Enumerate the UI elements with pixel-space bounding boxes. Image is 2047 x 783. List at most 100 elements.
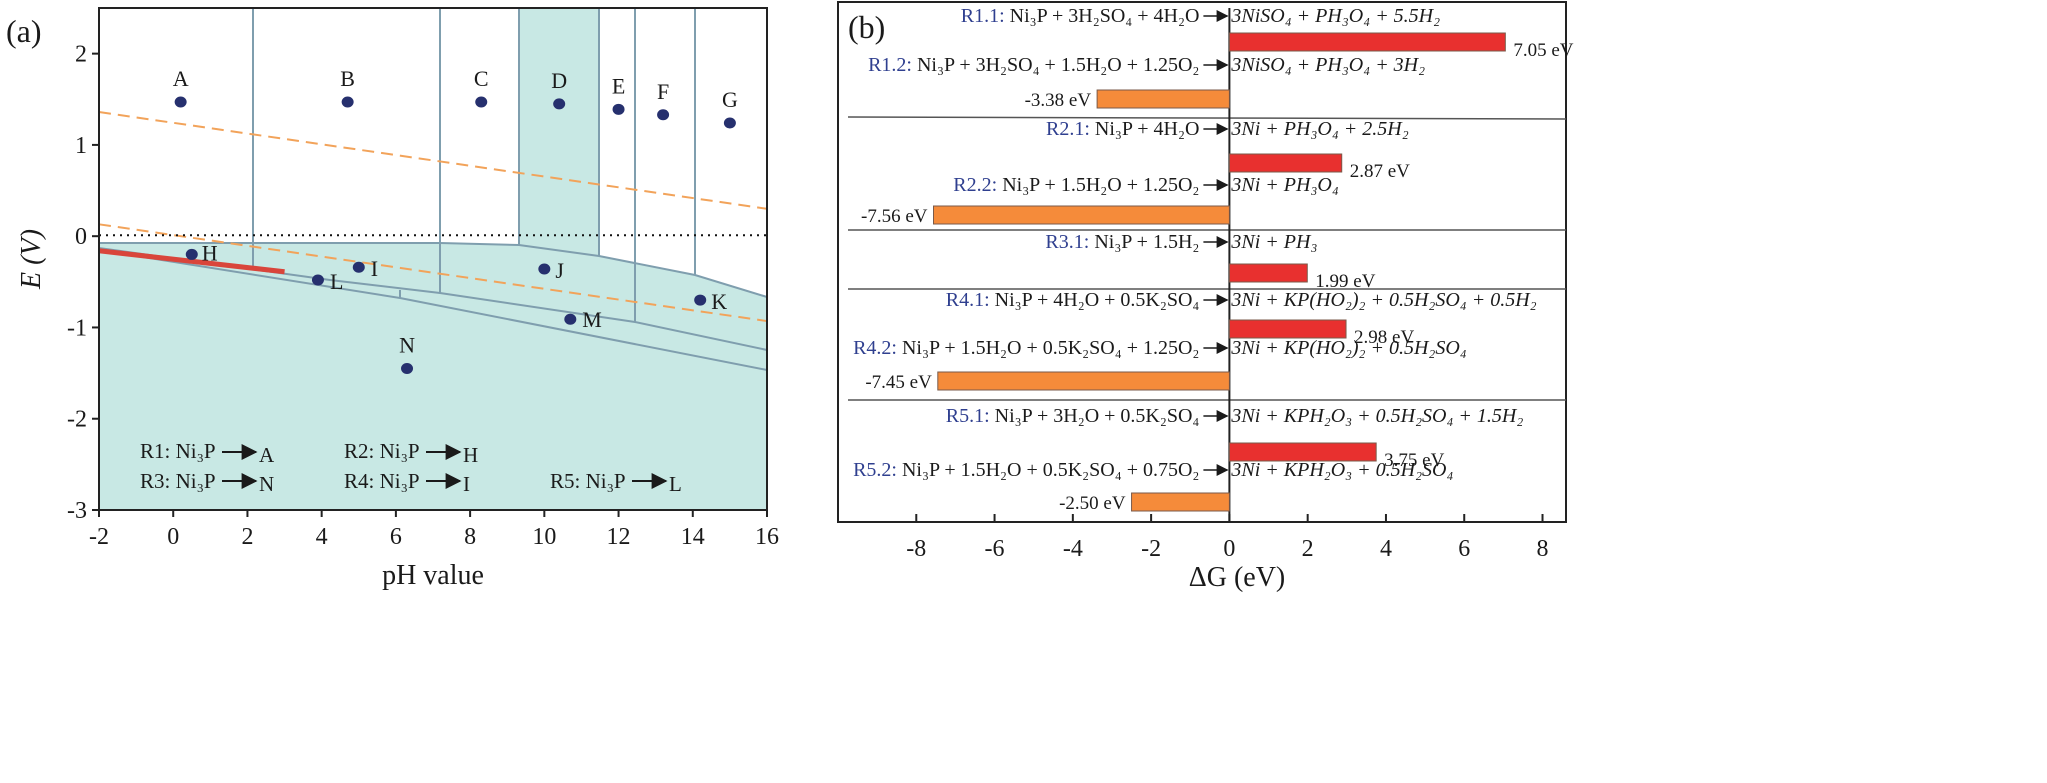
reaction-rhs-r3-1: 3Ni + PH₃ — [1230, 231, 1317, 253]
reaction-id-r5-1: R5.1: — [946, 405, 995, 427]
point-c — [475, 96, 488, 108]
panel-b-label: (b) — [848, 9, 885, 45]
x-tick-label-a: 6 — [390, 524, 402, 550]
reaction-lhs-r3-1: R3.1: Ni₃P + 1.5H₂ — [1045, 231, 1199, 253]
legend-r1-to: A — [259, 443, 275, 467]
bar-label-r1-2: -3.38 eV — [1025, 90, 1092, 111]
region-d-band — [519, 8, 599, 256]
point-e — [612, 103, 625, 115]
reaction-id-r4-1: R4.1: — [946, 289, 995, 311]
reaction-rhs-r4-2: 3Ni + KP(HO₂)₂ + 0.5H₂SO₄ — [1230, 337, 1466, 359]
point-label-f: F — [657, 79, 669, 104]
bar-r2-2 — [933, 205, 1230, 225]
point-label-a: A — [173, 66, 189, 91]
point-m — [564, 313, 577, 325]
reaction-lhs-r4-1: R4.1: Ni₃P + 4H₂O + 0.5K₂SO₄ — [946, 289, 1200, 311]
x-tick-label-a: 8 — [464, 524, 476, 550]
x-tick-label-a: -2 — [89, 524, 109, 550]
plot-a-frame — [98, 7, 768, 511]
x-axis-title-b: ΔG (eV) — [1189, 562, 1286, 593]
panel-a-label: (a) — [6, 13, 42, 49]
point-label-h: H — [202, 240, 218, 265]
bar-label-r2-1: 2.87 eV — [1350, 161, 1410, 182]
phase-boundaries — [98, 8, 768, 371]
point-h — [185, 248, 198, 260]
bar-r2-1 — [1228, 153, 1343, 173]
x-tick-label-b: -6 — [985, 536, 1005, 562]
point-label-l: L — [330, 269, 343, 294]
point-label-c: C — [474, 66, 489, 91]
reaction-rhs-r4-1: 3Ni + KP(HO₂)₂ + 0.5H₂SO₄ + 0.5H₂ — [1230, 289, 1536, 311]
y-tick-label-a: -3 — [67, 498, 87, 524]
point-label-m: M — [582, 307, 602, 332]
point-label-b: B — [340, 66, 355, 91]
group-separators — [847, 116, 1567, 401]
bar-r4-1 — [1228, 319, 1347, 339]
point-d — [553, 98, 566, 110]
bar-label-r1-1: 7.05 eV — [1513, 40, 1573, 61]
x-tick-label-a: 2 — [241, 524, 253, 550]
reaction-lhs-r4-2: R4.2: Ni₃P + 1.5H₂O + 0.5K₂SO₄ + 1.25O₂ — [853, 337, 1199, 359]
point-j — [538, 263, 551, 275]
point-label-n: N — [399, 333, 415, 358]
y-tick-label-a: -2 — [67, 407, 87, 433]
legend-r5: R5: Ni₃P — [550, 469, 626, 493]
x-tick-label-a: 14 — [681, 524, 705, 550]
bar-label-r2-2: -7.56 eV — [861, 206, 928, 227]
point-label-i: I — [371, 256, 378, 281]
reaction-lhs-r2-2: R2.2: Ni₃P + 1.5H₂O + 1.25O₂ — [953, 174, 1199, 196]
legend-r5-to: L — [669, 472, 682, 496]
legend-r3-to: N — [259, 472, 274, 496]
reaction-id-r3-1: R3.1: — [1045, 231, 1094, 253]
point-label-j: J — [555, 258, 564, 283]
line-dashed-2 — [98, 223, 768, 323]
bar-label-r4-2: -7.45 eV — [865, 372, 932, 393]
reaction-rhs-r5-1: 3Ni + KPH₂O₃ + 0.5H₂SO₄ + 1.5H₂ — [1230, 405, 1523, 427]
reaction-lhs-r1-1: R1.1: Ni₃P + 3H₂SO₄ + 4H₂O — [961, 5, 1200, 27]
bar-r1-2 — [1096, 89, 1230, 109]
point-label-e: E — [612, 73, 625, 98]
reaction-id-r2-1: R2.1: — [1046, 118, 1095, 140]
y-axis-title-a: E (V) — [16, 229, 47, 290]
y-tick-label-a: 1 — [75, 133, 87, 159]
x-tick-label-a: 0 — [167, 524, 179, 550]
legend-r4: R4: Ni₃P — [344, 469, 420, 493]
reaction-rhs-r1-1: 3NiSO₄ + PH₃O₄ + 5.5H₂ — [1230, 5, 1440, 27]
y-tick-label-a: -1 — [67, 315, 87, 341]
reaction-lhs-r5-2: R5.2: Ni₃P + 1.5H₂O + 0.5K₂SO₄ + 0.75O₂ — [853, 459, 1199, 481]
x-tick-label-a: 16 — [755, 524, 779, 550]
point-a — [174, 96, 187, 108]
reaction-id-r1-2: R1.2: — [868, 54, 917, 76]
x-tick-label-b: 8 — [1537, 536, 1549, 562]
reaction-lhs-r2-1: R2.1: Ni₃P + 4H₂O — [1046, 118, 1199, 140]
legend-r2-to: H — [463, 443, 478, 467]
y-tick-label-a: 2 — [75, 42, 87, 68]
x-tick-label-a: 12 — [607, 524, 631, 550]
region-lower — [99, 243, 767, 510]
reaction-id-r2-2: R2.2: — [953, 174, 1002, 196]
x-tick-label-a: 10 — [532, 524, 556, 550]
x-tick-label-b: -4 — [1063, 536, 1083, 562]
point-label-g: G — [722, 87, 738, 112]
bar-label-r4-1: 2.98 eV — [1354, 327, 1414, 348]
point-f — [657, 109, 670, 121]
bar-r1-1 — [1228, 32, 1506, 52]
bar-r4-2 — [937, 371, 1230, 391]
plot-b-layer: R1.1: Ni₃P + 3H₂SO₄ + 4H₂O 3NiSO₄ + PH₃O₄… — [853, 5, 1574, 562]
point-l — [311, 274, 324, 286]
bar-r3-1 — [1228, 263, 1308, 283]
x-tick-label-a: 4 — [316, 524, 328, 550]
bar-r5-2 — [1131, 492, 1230, 512]
legend-r1: R1: Ni₃P — [140, 439, 216, 463]
legend-r3: R3: Ni₃P — [140, 469, 216, 493]
legend-r2: R2: Ni₃P — [344, 439, 420, 463]
reaction-id-r5-2: R5.2: — [853, 459, 902, 481]
reaction-lhs-r5-1: R5.1: Ni₃P + 3H₂O + 0.5K₂SO₄ — [946, 405, 1200, 427]
line-dashed-1 — [98, 111, 768, 210]
legend-r4-to: I — [463, 472, 470, 496]
x-tick-label-b: 0 — [1223, 536, 1235, 562]
reaction-id-r4-2: R4.2: — [853, 337, 902, 359]
